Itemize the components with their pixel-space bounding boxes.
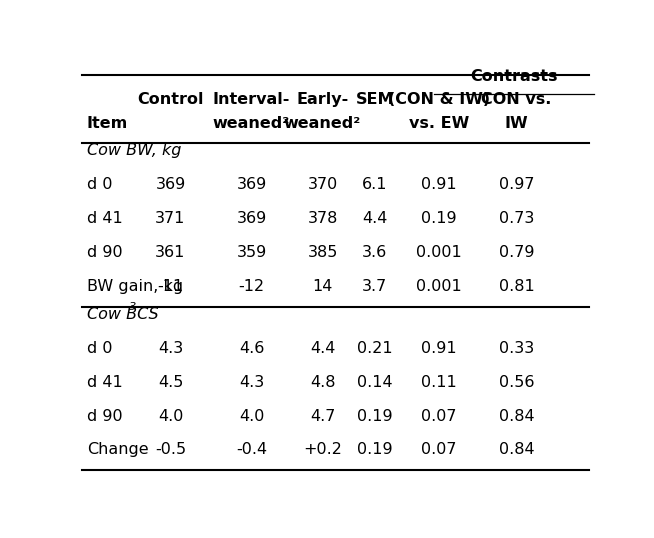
Text: Early-: Early- — [296, 93, 349, 107]
Text: d 90: d 90 — [87, 245, 122, 260]
Text: 0.91: 0.91 — [421, 341, 457, 356]
Text: 0.19: 0.19 — [357, 442, 392, 457]
Text: 0.84: 0.84 — [499, 442, 534, 457]
Text: d 90: d 90 — [87, 408, 122, 423]
Text: 4.3: 4.3 — [158, 341, 183, 356]
Text: 4.4: 4.4 — [310, 341, 336, 356]
Text: CON vs.: CON vs. — [481, 93, 552, 107]
Text: 370: 370 — [307, 178, 337, 193]
Text: Item: Item — [87, 116, 128, 131]
Text: 0.73: 0.73 — [499, 211, 534, 226]
Text: 3.6: 3.6 — [362, 245, 387, 260]
Text: -0.4: -0.4 — [236, 442, 267, 457]
Text: -12: -12 — [239, 279, 265, 294]
Text: -0.5: -0.5 — [155, 442, 186, 457]
Text: IW: IW — [505, 116, 528, 131]
Text: Contrasts: Contrasts — [470, 69, 558, 84]
Text: 4.4: 4.4 — [362, 211, 387, 226]
Text: Change: Change — [87, 442, 148, 457]
Text: 0.21: 0.21 — [357, 341, 392, 356]
Text: 0.81: 0.81 — [499, 279, 534, 294]
Text: Cow BCS: Cow BCS — [87, 307, 158, 322]
Text: 0.97: 0.97 — [499, 178, 534, 193]
Text: d 41: d 41 — [87, 374, 122, 390]
Text: 361: 361 — [155, 245, 186, 260]
Text: 378: 378 — [307, 211, 337, 226]
Text: 0.14: 0.14 — [357, 374, 392, 390]
Text: SEM: SEM — [356, 93, 394, 107]
Text: 0.56: 0.56 — [499, 374, 534, 390]
Text: 0.001: 0.001 — [416, 279, 462, 294]
Text: d 0: d 0 — [87, 178, 112, 193]
Text: vs. EW: vs. EW — [409, 116, 469, 131]
Text: 369: 369 — [155, 178, 186, 193]
Text: 0.19: 0.19 — [357, 408, 392, 423]
Text: Cow BW, kg: Cow BW, kg — [87, 144, 181, 158]
Text: 0.11: 0.11 — [421, 374, 457, 390]
Text: 0.84: 0.84 — [499, 408, 534, 423]
Text: 385: 385 — [307, 245, 337, 260]
Text: 0.91: 0.91 — [421, 178, 457, 193]
Text: weaned²: weaned² — [213, 116, 290, 131]
Text: d 41: d 41 — [87, 211, 122, 226]
Text: 0.07: 0.07 — [421, 408, 457, 423]
Text: 0.33: 0.33 — [499, 341, 534, 356]
Text: weaned²: weaned² — [284, 116, 361, 131]
Text: Interval-: Interval- — [213, 93, 290, 107]
Text: BW gain, kg: BW gain, kg — [87, 279, 183, 294]
Text: Control: Control — [137, 93, 203, 107]
Text: 6.1: 6.1 — [362, 178, 387, 193]
Text: d 0: d 0 — [87, 341, 112, 356]
Text: 371: 371 — [155, 211, 186, 226]
Text: 4.5: 4.5 — [158, 374, 183, 390]
Text: 0.07: 0.07 — [421, 442, 457, 457]
Text: 3.7: 3.7 — [362, 279, 387, 294]
Text: 4.0: 4.0 — [239, 408, 264, 423]
Text: 369: 369 — [236, 178, 267, 193]
Text: 4.8: 4.8 — [310, 374, 336, 390]
Text: 359: 359 — [236, 245, 267, 260]
Text: 4.3: 4.3 — [239, 374, 264, 390]
Text: 4.7: 4.7 — [310, 408, 336, 423]
Text: 3: 3 — [129, 302, 136, 312]
Text: 4.0: 4.0 — [158, 408, 183, 423]
Text: +0.2: +0.2 — [303, 442, 342, 457]
Text: 0.19: 0.19 — [421, 211, 457, 226]
Text: 0.001: 0.001 — [416, 245, 462, 260]
Text: 4.6: 4.6 — [239, 341, 264, 356]
Text: 0.79: 0.79 — [499, 245, 534, 260]
Text: 369: 369 — [236, 211, 267, 226]
Text: 14: 14 — [313, 279, 333, 294]
Text: -11: -11 — [158, 279, 184, 294]
Text: (CON & IW): (CON & IW) — [388, 93, 490, 107]
